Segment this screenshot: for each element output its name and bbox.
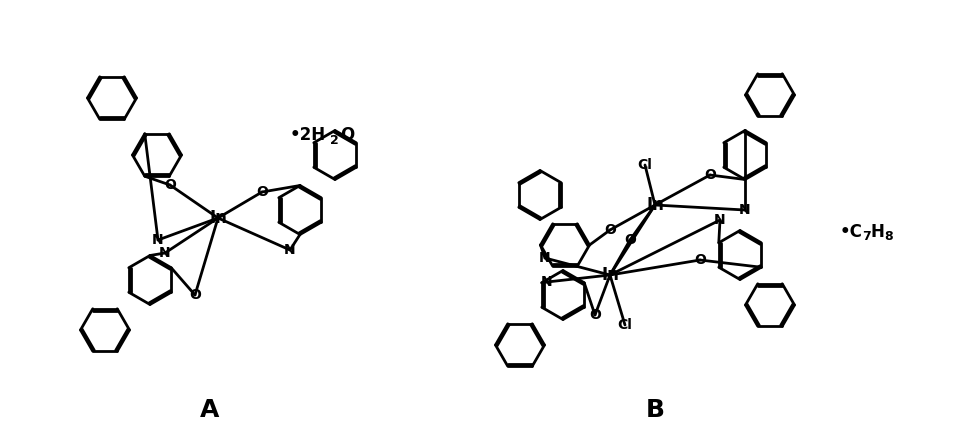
Text: •2H: •2H <box>290 126 326 144</box>
Text: O: O <box>624 233 636 247</box>
Text: •C: •C <box>840 223 862 241</box>
Text: In: In <box>646 196 663 214</box>
Text: H: H <box>870 223 884 241</box>
Text: O: O <box>604 223 616 237</box>
Text: N: N <box>541 275 553 289</box>
Text: In: In <box>209 209 227 227</box>
Text: N: N <box>714 213 726 227</box>
Text: N: N <box>539 251 551 265</box>
Text: N: N <box>152 233 164 247</box>
Text: N: N <box>739 203 751 217</box>
Text: O: O <box>694 253 706 267</box>
Text: O: O <box>256 185 268 199</box>
Text: A: A <box>200 398 220 422</box>
Text: N: N <box>284 243 296 257</box>
Text: O: O <box>589 308 601 322</box>
Text: 8: 8 <box>884 230 893 243</box>
Text: O: O <box>704 168 716 182</box>
Text: O: O <box>189 288 201 302</box>
Text: Cl: Cl <box>638 158 653 172</box>
Text: B: B <box>646 398 664 422</box>
Text: 2: 2 <box>330 133 339 146</box>
Text: O: O <box>340 126 354 144</box>
Text: 7: 7 <box>862 230 871 243</box>
Text: In: In <box>601 266 619 284</box>
Text: N: N <box>159 246 171 260</box>
Text: O: O <box>164 178 176 192</box>
Text: Cl: Cl <box>617 318 632 332</box>
